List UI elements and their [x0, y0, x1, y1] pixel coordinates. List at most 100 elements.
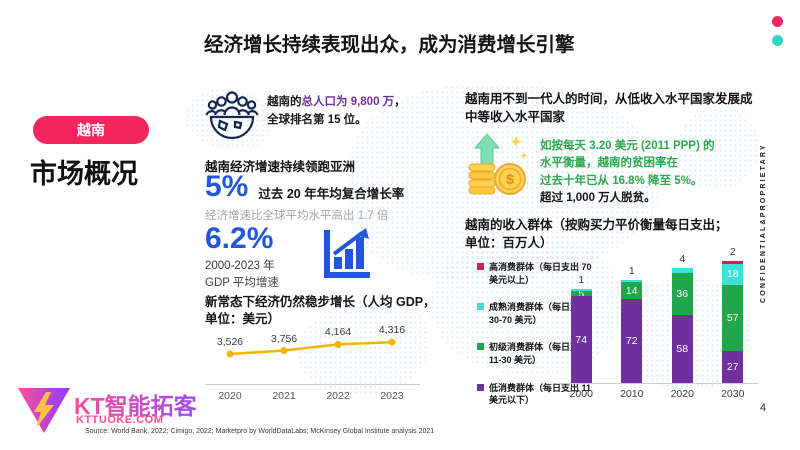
income-story-heading-line2: 中等收入水平国家: [465, 109, 566, 124]
gdp-growth-value: 6.2%: [205, 222, 274, 255]
cagr-label: 过去 20 年年均复合增长率: [258, 187, 405, 201]
bar-year-label: 2020: [670, 388, 694, 400]
legend-label-entry: 初级消费群体（每日支出 11-30 美元）: [489, 342, 589, 365]
poverty-note: 超过 1,000 万人脱贫。: [540, 192, 656, 204]
gdp-chart-heading-line2: 单位：美元）: [205, 311, 281, 326]
bar-segment: 5: [570, 290, 592, 297]
bar-stack: 18 57 27: [722, 261, 744, 383]
poverty-line1: 如按每天 3.20 美元 (2011 PPP) 的: [540, 140, 715, 152]
coins-growth-icon: $: [466, 132, 528, 201]
logo-domain: KTTUOKE.COM: [76, 414, 164, 426]
legend-swatch-low: [477, 383, 484, 391]
bar-segment: [570, 288, 592, 291]
gdp-growth-desc: GDP 平均增速: [205, 276, 279, 289]
bar-segment: 14: [621, 282, 643, 299]
bar-segment: 72: [621, 298, 643, 383]
source-note: Source: World Bank, 2022; Cimigo, 2022; …: [85, 428, 435, 435]
population-suffix: ，: [394, 96, 406, 108]
gdp-data-point: [388, 338, 396, 346]
gdp-year-label: 2023: [380, 390, 404, 402]
legend-label-mature: 成熟消费群体（每日支出 30-70 美元）: [489, 302, 589, 325]
bar-year-label: 2030: [721, 388, 745, 400]
bar-stack: 14 72: [621, 280, 643, 383]
income-chart-legend: 高消费群体（每日支出 70 美元以上） 成熟消费群体（每日支出 30-70 美元…: [477, 261, 593, 407]
income-story-heading-line1: 越南用不到一代人的时间，从低收入水平国家发展成: [465, 92, 753, 106]
gdp-chart-heading-line1: 新常态下经济仍然稳步增长（人均 GDP，: [205, 295, 436, 309]
legend-swatch-entry: [477, 343, 484, 351]
gdp-data-point: [226, 350, 234, 358]
gdp-value-label: 4,316: [378, 324, 406, 337]
gdp-value-label: 3,526: [216, 336, 244, 348]
legend-label-high: 高消费群体（每日支出 70 美元以上）: [489, 262, 592, 285]
legend-item-mature: 成熟消费群体（每日支出 30-70 美元）: [477, 301, 593, 326]
decor-dot-pink: [772, 16, 783, 27]
growth-vs-global-note: 经济增速比全球平均水平高出 1.7 倍: [205, 210, 389, 222]
bar-column: 4 36 58: [657, 253, 708, 383]
bar-segment: 74: [570, 296, 592, 383]
section-title: 市场概况: [30, 159, 138, 189]
decor-dot-teal: [772, 35, 783, 46]
logo-wordmark: KT智能拓客: [74, 387, 197, 421]
bar-year-label: 2000: [569, 388, 593, 400]
income-chart-year-labels: 2000 2010 2020 2030: [556, 388, 758, 400]
kt-logo-icon: [16, 385, 72, 440]
gdp-per-capita-line-chart: 3,526 2020 3,756 2021 4,164 2022 4,316 2023: [205, 312, 420, 407]
population-prefix: 越南的: [267, 96, 302, 108]
bar-top-value-label: 1: [628, 265, 635, 278]
bar-column: 1 14 72: [607, 265, 658, 383]
bar-segment: 57: [722, 284, 744, 352]
bar-top-value-label: 2: [729, 246, 736, 259]
population-rank: 全球排名第 15 位。: [267, 113, 367, 126]
legend-item-high: 高消费群体（每日支出 70 美元以上）: [477, 261, 593, 286]
poverty-rate-text: 如按每天 3.20 美元 (2011 PPP) 的 水平衡量，越南的贫困率在 过…: [540, 138, 714, 190]
bar-segment: [722, 261, 744, 264]
poverty-line2: 水平衡量，越南的贫困率在: [540, 157, 678, 170]
bar-stack: 36 58: [671, 268, 693, 383]
gdp-growth-period: 2000-2023 年: [205, 260, 275, 272]
bar-top-value-label: 4: [679, 253, 686, 266]
bar-segment: [671, 268, 693, 274]
bar-column: 1574: [556, 274, 607, 383]
legend-swatch-mature: [477, 303, 484, 311]
population-text: 越南的总人口为 9,800 万， 全球排名第 15 位。: [267, 94, 432, 130]
gdp-growth-label: 2000-2023 年 GDP 平均增速: [205, 258, 279, 291]
legend-item-entry: 初级消费群体（每日支出 11-30 美元）: [477, 341, 593, 366]
bar-segment: 36: [671, 273, 693, 316]
bar-segment: 58: [671, 315, 693, 383]
income-story-heading: 越南用不到一代人的时间，从低收入水平国家发展成 中等收入水平国家: [465, 91, 760, 126]
page-number: 4: [760, 402, 767, 414]
svg-text:$: $: [506, 171, 514, 187]
income-chart-title-line1: 越南的收入群体（按购买力平价衡量每日支出；: [465, 218, 728, 232]
bar-column: 2 18 57 27: [708, 246, 759, 383]
income-chart-axis: [556, 383, 758, 384]
confidential-label: CONFIDENTIAL&PROPRIETARY: [760, 143, 767, 303]
legend-swatch-high: [477, 263, 484, 270]
poverty-line3: 过去十年已从 16.8% 降至 5%。: [540, 174, 703, 187]
slide-title: 经济增长持续表现出众，成为消费增长引擎: [204, 34, 575, 56]
legend-label-low: 低消费群体（每日支出 11 美元以下）: [489, 382, 592, 406]
gdp-year-label: 2020: [218, 390, 242, 402]
economy-heading: 越南经济增速持续领跑亚洲: [205, 160, 356, 174]
gdp-year-label: 2021: [272, 390, 296, 402]
gdp-chart-heading: 新常态下经济仍然稳步增长（人均 GDP， 单位：美元）: [205, 294, 436, 328]
bar-year-label: 2010: [620, 388, 644, 400]
bar-stack: 574: [570, 288, 592, 383]
gdp-line-plot: [226, 338, 396, 358]
legend-item-low: 低消费群体（每日支出 11 美元以下）: [477, 382, 593, 407]
bar-segment: [621, 280, 643, 283]
cagr-value: 5%: [205, 170, 249, 203]
gdp-value-label: 3,756: [270, 332, 298, 345]
country-badge: 越南: [33, 116, 149, 144]
gdp-year-label: 2022: [326, 390, 350, 402]
bar-segment: 18: [722, 263, 744, 285]
gdp-value-label: 4,164: [324, 326, 352, 339]
gdp-chart-axis: [205, 384, 420, 385]
population-globe-icon: [204, 87, 260, 148]
income-chart-title-line2: 单位：百万人）: [465, 235, 553, 250]
population-highlight: 总人口为 9,800 万: [301, 96, 395, 108]
gdp-data-point: [334, 340, 342, 348]
bar-chart-growth-icon: [320, 226, 372, 287]
